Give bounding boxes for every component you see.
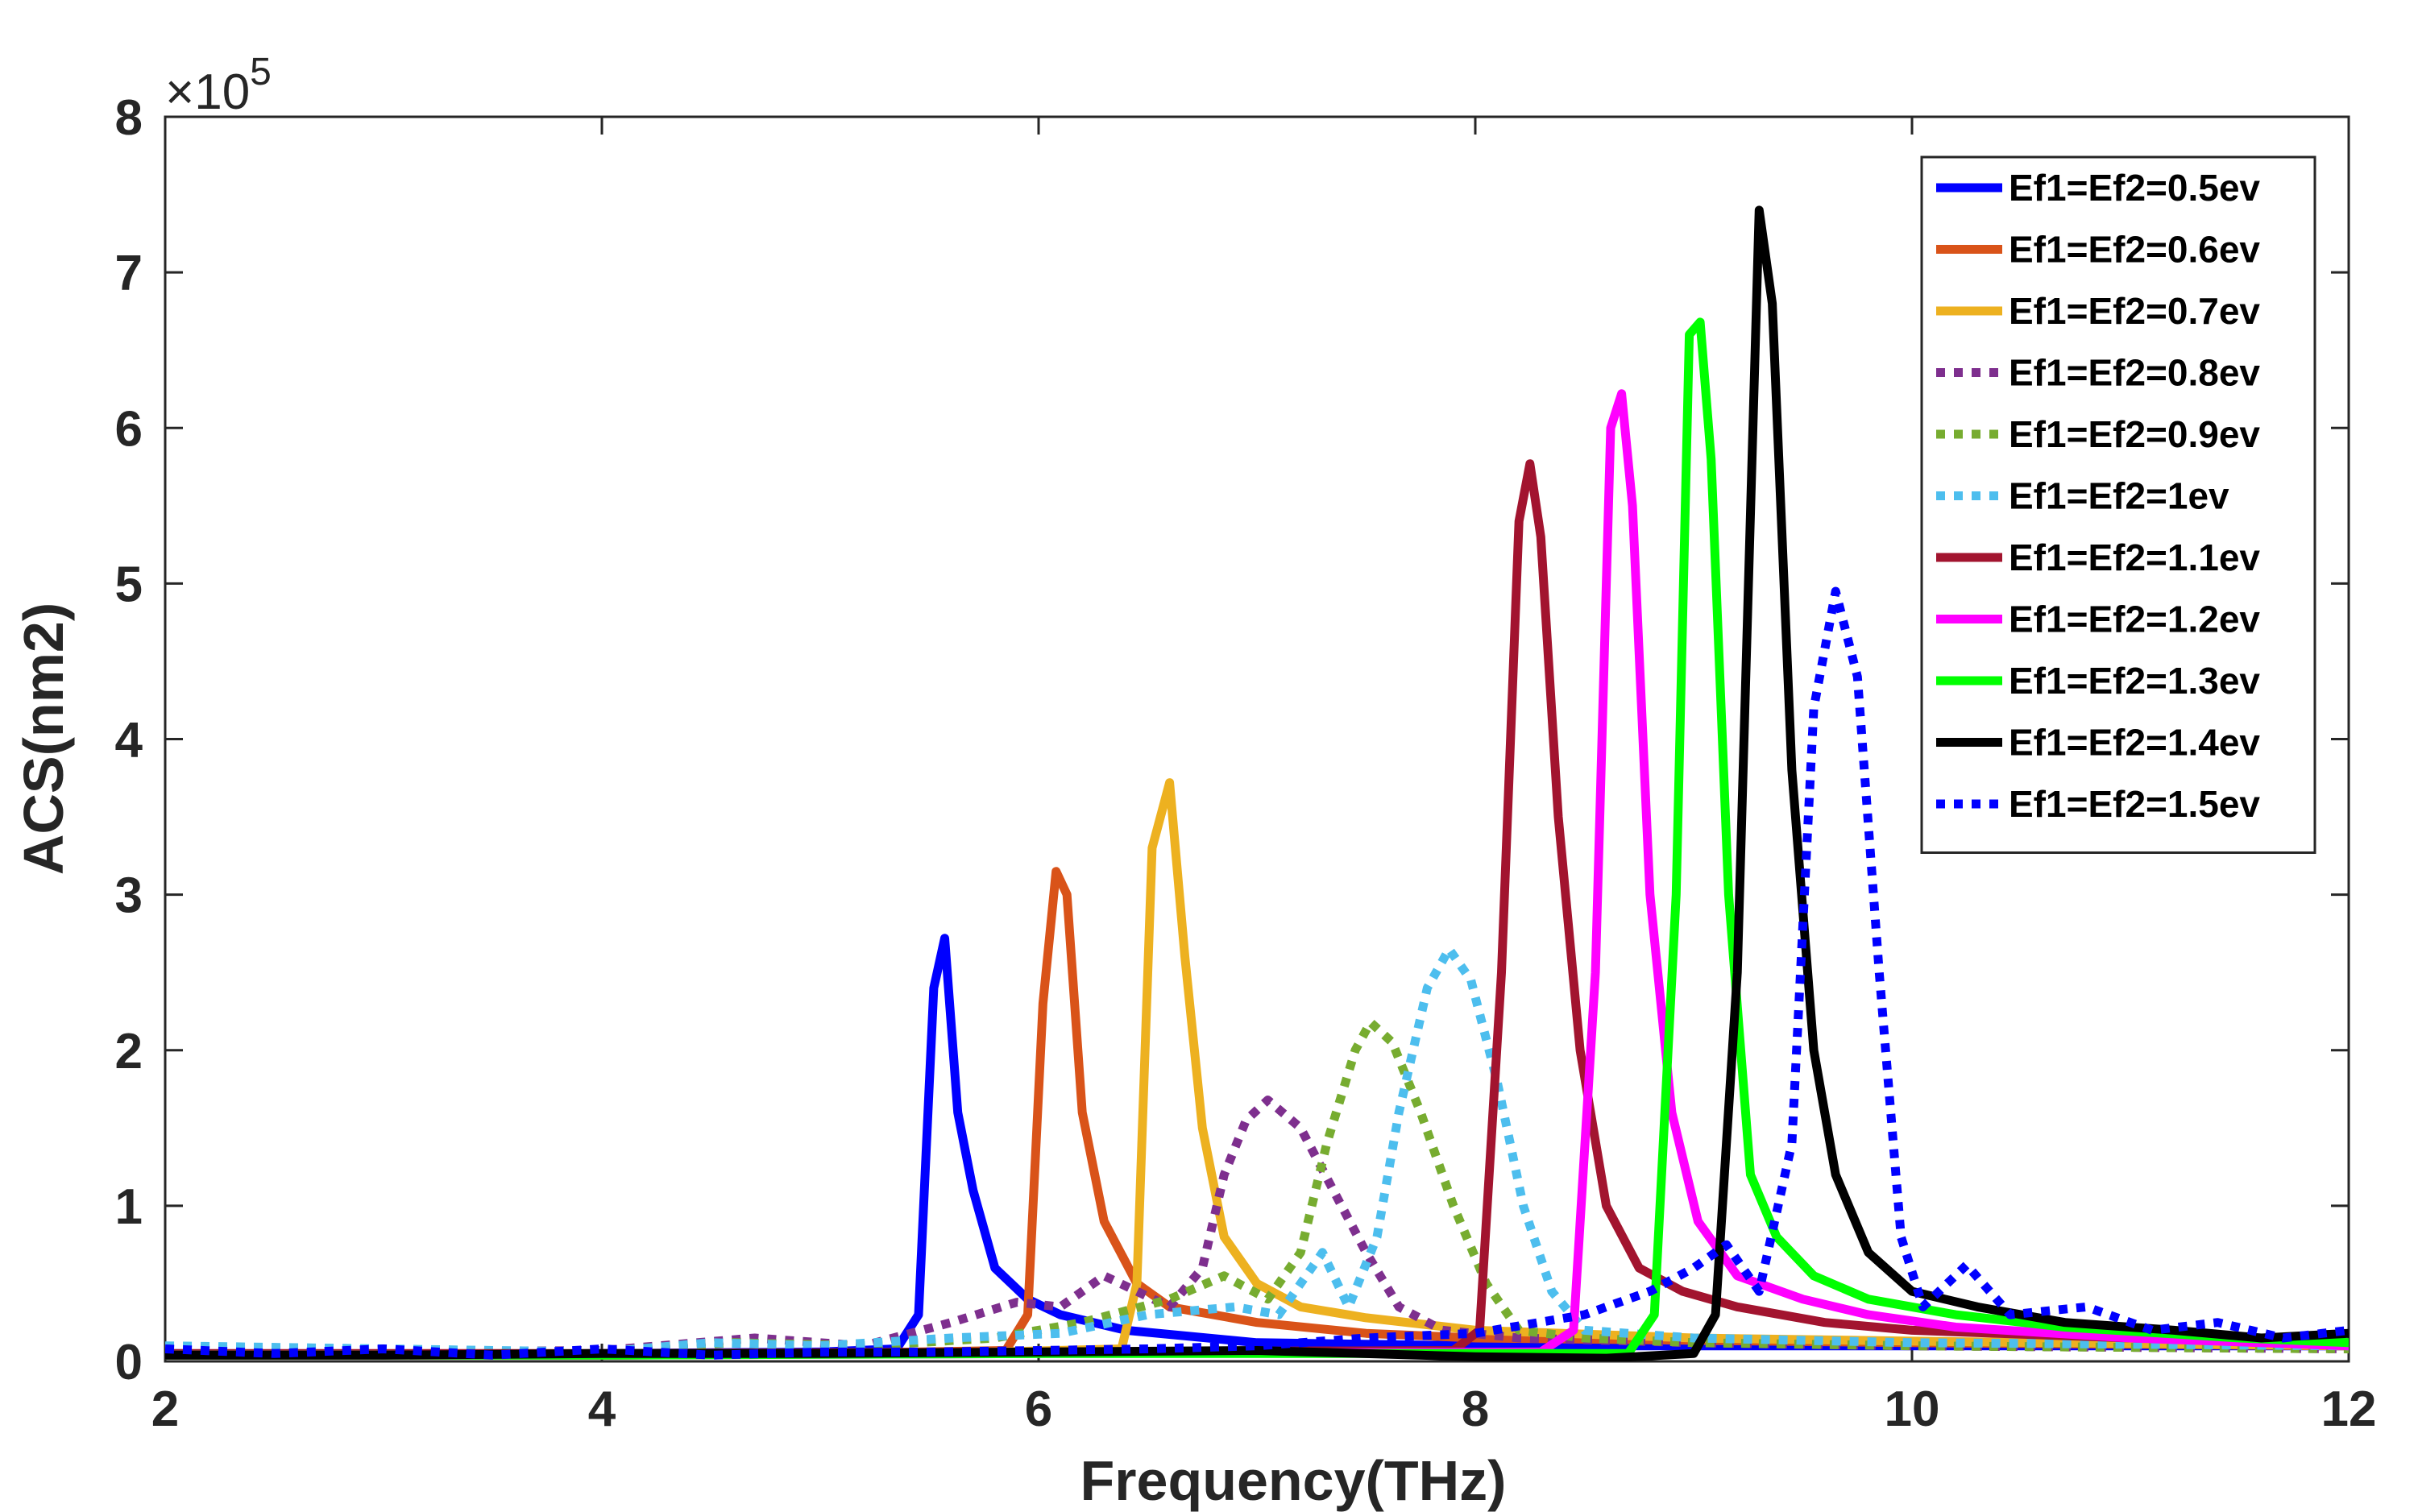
y-tick-label: 1: [115, 1179, 143, 1235]
legend-label-3: Ef1=Ef2=0.7ev: [2009, 290, 2260, 332]
x-tick-label: 12: [2321, 1382, 2377, 1437]
x-tick-label: 10: [1885, 1382, 1940, 1437]
legend-label-7: Ef1=Ef2=1.1ev: [2009, 536, 2260, 578]
series-layer: [165, 205, 2349, 1361]
legend-label-8: Ef1=Ef2=1.2ev: [2009, 599, 2260, 640]
x-tick-label: 8: [1462, 1382, 1489, 1437]
y-tick-label: 3: [115, 868, 143, 924]
series-line-11: [165, 586, 2349, 1360]
y-tick-label: 7: [115, 246, 143, 301]
x-tick-label: 2: [151, 1382, 179, 1437]
y-tick-label: 4: [115, 713, 143, 768]
y-tick-label: 6: [115, 401, 143, 457]
y-axis-multiplier: ×105: [165, 51, 272, 120]
x-tick-label: 4: [588, 1382, 616, 1437]
y-tick-label: 5: [115, 557, 143, 612]
legend-label-10: Ef1=Ef2=1.4ev: [2009, 722, 2260, 764]
legend-label-4: Ef1=Ef2=0.8ev: [2009, 352, 2260, 394]
x-tick-label: 6: [1025, 1382, 1052, 1437]
legend-label-2: Ef1=Ef2=0.6ev: [2009, 229, 2260, 271]
x-axis-title: Frequency(THz): [1080, 1449, 1507, 1512]
y-axis-title: ACS(nm2): [12, 603, 75, 875]
legend-label-5: Ef1=Ef2=0.9ev: [2009, 413, 2260, 455]
legend: Ef1=Ef2=0.5ev Ef1=Ef2=0.6ev Ef1=Ef2=0.7ev E…: [1920, 155, 2316, 854]
legend-label-6: Ef1=Ef2=1ev: [2009, 475, 2229, 517]
y-tick-label: 0: [115, 1335, 143, 1390]
legend-box: [1920, 155, 2316, 854]
y-axis-multiplier-base: ×10: [165, 64, 250, 120]
y-axis-multiplier-exponent: 5: [250, 51, 272, 93]
legend-label-9: Ef1=Ef2=1.3ev: [2009, 660, 2260, 702]
y-tick-label: 8: [115, 90, 143, 146]
y-tick-label: 2: [115, 1024, 143, 1079]
legend-label-11: Ef1=Ef2=1.5ev: [2009, 783, 2260, 825]
legend-label-1: Ef1=Ef2=0.5ev: [2009, 167, 2260, 209]
